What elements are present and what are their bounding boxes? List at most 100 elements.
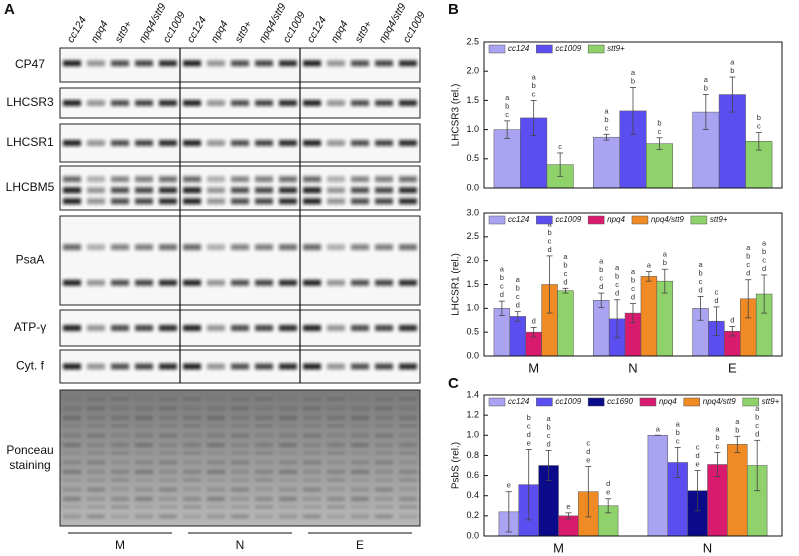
legend-swatch [536, 215, 553, 225]
legend-label: cc1009 [555, 397, 581, 406]
lane-label: stt9+ [353, 19, 375, 45]
significance-letter: e [527, 438, 531, 447]
ponceau-band [399, 425, 417, 427]
band [135, 244, 153, 251]
y-tick-label: 0.5 [466, 327, 479, 337]
ponceau-band [375, 497, 393, 501]
ponceau-band [87, 470, 105, 474]
ponceau-band [351, 470, 369, 474]
band [111, 363, 129, 370]
ponceau-band [231, 515, 249, 518]
error-bar [514, 311, 521, 322]
ponceau-band [183, 497, 201, 501]
x-tick-label: N [703, 540, 712, 555]
ponceau-band [327, 416, 345, 420]
ponceau-band [279, 470, 297, 474]
band [231, 60, 249, 67]
band [327, 100, 345, 106]
significance-letter: c [715, 287, 719, 296]
ponceau-band [375, 398, 393, 400]
ponceau-band [111, 497, 129, 501]
ponceau-band [303, 434, 321, 437]
ponceau-band [135, 443, 153, 447]
band [111, 325, 129, 331]
ponceau-band [255, 497, 273, 501]
ponceau-band [111, 506, 129, 508]
y-axis-title: LHCSR3 (rel.) [451, 84, 462, 147]
blot-row [59, 309, 421, 347]
ponceau-band [135, 398, 153, 400]
ponceau-band [279, 407, 297, 410]
ponceau-band [255, 425, 273, 427]
ponceau-band [399, 470, 417, 474]
blot-row [59, 123, 421, 163]
band [159, 100, 177, 106]
band [303, 279, 321, 286]
ponceau-band [159, 479, 177, 481]
legend-swatch [536, 44, 553, 54]
ponceau-band [351, 434, 369, 437]
band [135, 187, 153, 194]
band [111, 198, 129, 205]
band [207, 325, 225, 331]
y-tick-label: 2.5 [466, 231, 479, 241]
ponceau-band [399, 515, 417, 518]
ponceau-band [351, 416, 369, 420]
legend-item: npq4/stt9 [631, 215, 684, 225]
lane-label: cc1009 [401, 9, 428, 44]
band [327, 187, 345, 194]
ponceau-band [351, 461, 369, 464]
significance-letter: e [606, 488, 610, 497]
band [63, 100, 81, 106]
significance-letter: c [699, 277, 703, 286]
ponceau-band [327, 452, 345, 454]
x-tick-label: E [728, 360, 737, 375]
band [399, 60, 417, 67]
ponceau-band [327, 470, 345, 474]
error-bar [498, 300, 505, 316]
band [279, 140, 297, 146]
ponceau-band [327, 425, 345, 427]
row-label: LHCSR1 [6, 135, 54, 149]
significance-letter: b [746, 252, 750, 261]
band [87, 244, 105, 251]
ponceau-band [327, 407, 345, 410]
ponceau-band [279, 497, 297, 501]
significance-letter: d [586, 447, 590, 456]
ponceau-band [207, 479, 225, 481]
error-bar [585, 466, 592, 518]
band [351, 244, 369, 251]
legend-item: cc124 [488, 215, 530, 225]
ponceau-band [135, 506, 153, 508]
band [159, 363, 177, 370]
ponceau-band [207, 452, 225, 454]
band [399, 325, 417, 331]
ponceau-band [159, 470, 177, 474]
significance-letter: a [604, 106, 609, 115]
ponceau-band [375, 407, 393, 410]
ponceau-band [111, 479, 129, 481]
error-bar [645, 271, 652, 282]
ponceau-band [255, 515, 273, 518]
ponceau-band [327, 398, 345, 400]
ponceau-band [63, 515, 81, 518]
significance-letter: d [547, 245, 551, 254]
band [375, 100, 393, 106]
ponceau-band [327, 506, 345, 508]
bar [509, 316, 526, 357]
band [303, 363, 321, 370]
significance-letter: d [546, 439, 550, 448]
significance-letter: a [698, 260, 703, 269]
band [183, 363, 201, 370]
error-bar [729, 326, 736, 337]
significance-letter: d [631, 293, 635, 302]
row-label: CP47 [15, 57, 45, 71]
ponceau-band [111, 515, 129, 518]
significance-letter: e [507, 481, 511, 490]
ponceau-band [303, 479, 321, 481]
legend-label: cc124 [508, 44, 530, 53]
band [399, 244, 417, 251]
significance-letter: b [730, 66, 734, 75]
ponceau-band [303, 416, 321, 420]
ponceau-band [303, 398, 321, 400]
